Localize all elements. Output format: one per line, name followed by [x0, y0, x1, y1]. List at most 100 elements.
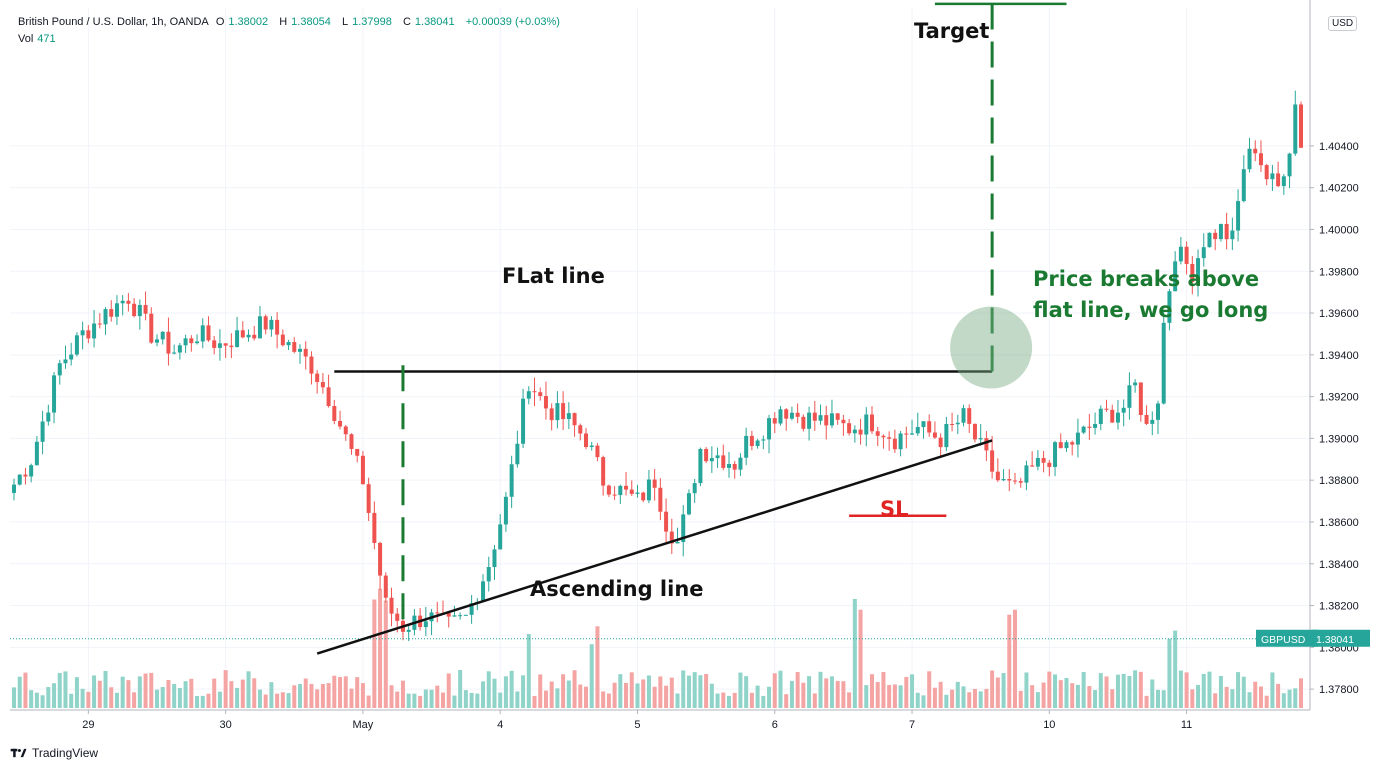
candle-body [1030, 465, 1035, 467]
candle-body [366, 484, 371, 513]
volume-bar [521, 675, 526, 708]
volume-bar [761, 695, 766, 708]
volume-bar [200, 695, 205, 708]
volume-bar [990, 670, 995, 708]
volume-bar [74, 677, 79, 708]
candle-body [269, 319, 274, 330]
volume-bar [275, 693, 280, 708]
y-tick-label: 1.38800 [1319, 475, 1359, 487]
candle-body [1133, 382, 1138, 386]
candle-body [589, 445, 594, 448]
candle-body [395, 613, 400, 621]
candle-body [235, 330, 240, 348]
candle-body [624, 485, 629, 490]
volume-bar [12, 687, 16, 708]
candle-body [257, 316, 262, 339]
volume-bar [349, 688, 354, 708]
volume-bar [686, 675, 691, 708]
candle-body [360, 455, 365, 485]
candle-body [132, 303, 137, 317]
candle-body [1121, 407, 1126, 413]
volume-bar [395, 691, 400, 708]
x-tick-label: 7 [909, 719, 915, 731]
volume-bar [1213, 693, 1218, 708]
currency-badge[interactable]: USD [1328, 16, 1358, 31]
volume-bar [549, 681, 554, 708]
candle-body [69, 354, 74, 360]
candle-body [870, 414, 874, 432]
candle-body [503, 496, 508, 525]
candle-body [1201, 247, 1206, 259]
volume-bar [412, 693, 417, 708]
candle-body [629, 489, 634, 494]
volume-bar [835, 680, 840, 708]
candle-body [515, 443, 520, 465]
volume-bar [755, 685, 760, 708]
volume-bar [555, 688, 560, 708]
volume-bar [692, 672, 697, 708]
candle-body [86, 330, 91, 339]
volume-bar [326, 683, 331, 708]
volume-bar [292, 685, 297, 708]
volume-bar [1281, 693, 1286, 708]
candle-body [847, 423, 852, 434]
volume-bar [486, 671, 491, 708]
candle-body [463, 614, 468, 616]
volume-bar [584, 686, 588, 708]
candle-body [1138, 382, 1143, 416]
candle-body [1287, 153, 1292, 177]
volume-bar [57, 672, 62, 708]
candle-body [126, 300, 131, 304]
candle-body [898, 433, 903, 450]
candle-body [686, 493, 691, 515]
candle-body [824, 415, 829, 426]
candle-body [80, 330, 85, 336]
volume-bar [23, 672, 28, 708]
volume-bar [298, 684, 302, 708]
candle-body [555, 403, 560, 421]
volume-bar [749, 692, 754, 708]
candle-body [40, 421, 45, 442]
candle-body [606, 485, 611, 495]
volume-bar [732, 692, 737, 708]
candle-body [1247, 148, 1252, 170]
volume-bar [629, 672, 634, 708]
volume-bar [303, 678, 308, 708]
candle-body [715, 455, 720, 459]
volume-bar [1150, 679, 1155, 708]
tradingview-logo[interactable]: TradingView [10, 746, 98, 760]
y-tick-label: 1.38400 [1319, 559, 1359, 571]
candle-body [1144, 415, 1149, 424]
volume-bar [858, 609, 863, 708]
volume-bar [286, 693, 291, 708]
volume-bar [97, 680, 102, 708]
volume-bar [772, 673, 777, 708]
volume-bar [532, 695, 537, 708]
candle-body [749, 435, 754, 447]
volume-bar [789, 680, 794, 708]
candle-body [137, 305, 142, 317]
annotation-breakout-line-2: flat line, we go long [1033, 298, 1269, 322]
candle-body [1196, 258, 1201, 282]
candle-body [692, 483, 697, 494]
candle-body [298, 348, 302, 352]
y-tick-label: 1.37800 [1319, 684, 1359, 696]
volume-bar [1035, 692, 1040, 708]
candle-body [1127, 385, 1132, 408]
volume-bar [246, 671, 251, 708]
candle-body [206, 325, 211, 341]
candle-body [990, 450, 995, 472]
candle-body [349, 434, 354, 449]
candle-body [852, 429, 857, 434]
candle-body [103, 309, 108, 325]
volume-bar [172, 683, 177, 708]
candle-body [1104, 408, 1109, 410]
chart-header: British Pound / U.S. Dollar, 1h, OANDA O… [18, 16, 564, 28]
x-tick-label: 30 [220, 719, 232, 731]
candle-body [280, 334, 285, 346]
volume-bar [132, 692, 137, 708]
volume-bar [378, 588, 383, 708]
candle-body [12, 484, 16, 493]
volume-bar [92, 675, 97, 708]
